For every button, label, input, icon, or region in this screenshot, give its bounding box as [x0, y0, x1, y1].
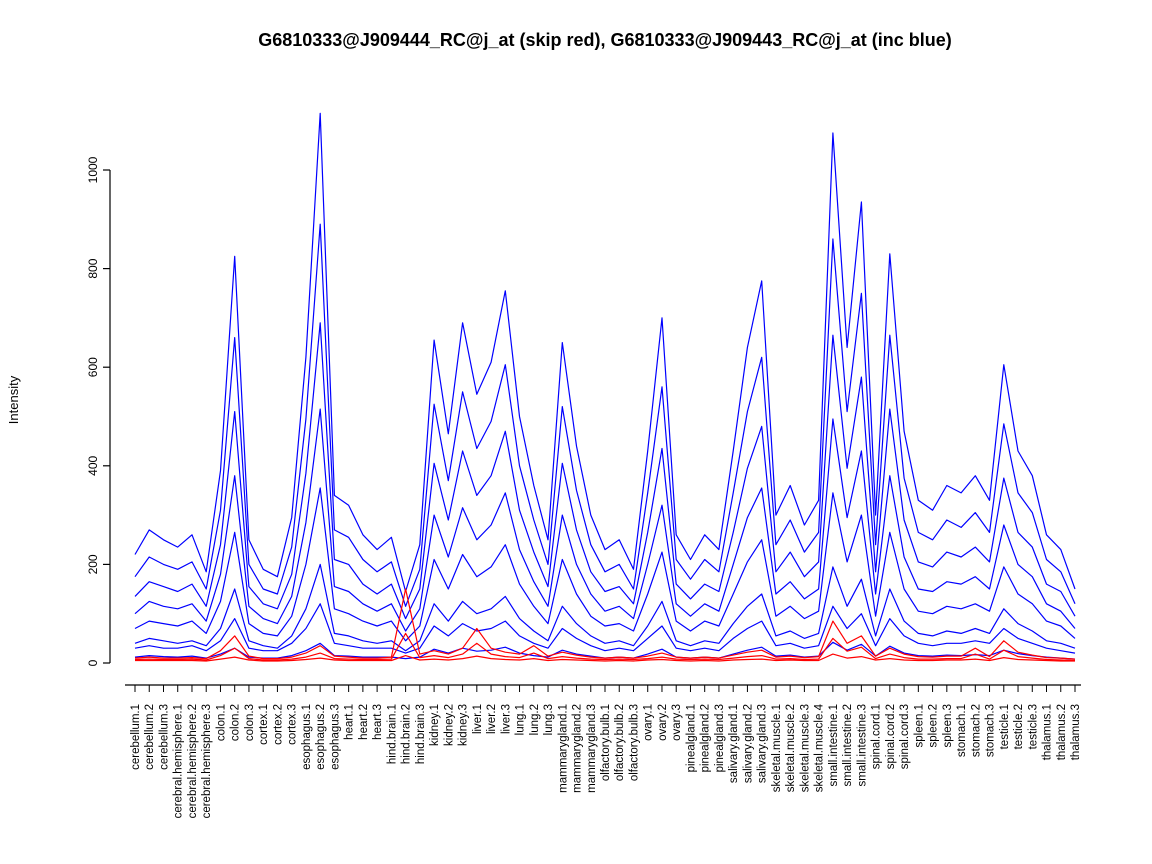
x-tick-label: kidney.1 [429, 704, 441, 746]
series-skip-3 [135, 653, 1075, 662]
series-inc-6 [134, 563, 1076, 652]
x-tick-label: spinal.cord.2 [885, 704, 897, 769]
x-tick-label: small.intestine.1 [828, 704, 840, 786]
x-tick-label: cerebellum.2 [144, 704, 156, 770]
x-tick-label: mammarygland.2 [572, 704, 584, 793]
x-tick-label: pinealgland.3 [714, 704, 726, 772]
chart-title: G6810333@J909444_RC@j_at (skip red), G68… [258, 30, 952, 50]
y-tick-label: 1000 [86, 156, 100, 183]
x-tick-label: hind.brain.2 [401, 704, 413, 764]
series-inc-4 [134, 408, 1076, 632]
x-tick-label: skeletal.muscle.3 [799, 704, 811, 792]
x-tick-label: spleen.2 [928, 704, 940, 747]
x-tick-label: testicle.2 [1013, 704, 1025, 749]
x-tick-label: colon.3 [244, 704, 256, 741]
x-tick-label: cerebral.hemisphere.3 [201, 704, 213, 818]
x-tick-label: lung.1 [515, 704, 527, 735]
x-tick-label: liver.2 [486, 704, 498, 734]
x-tick-label: cerebral.hemisphere.1 [173, 704, 185, 818]
x-tick-label: thalamus.1 [1042, 704, 1054, 760]
series-inc-2 [134, 223, 1076, 607]
y-tick-label: 800 [86, 258, 100, 278]
x-tick-label: heart.3 [372, 704, 384, 740]
x-tick-label: skeletal.muscle.2 [785, 704, 797, 792]
x-tick-label: spleen.1 [913, 704, 925, 747]
x-tick-label: esophagus.3 [329, 704, 341, 770]
x-tick-label: cerebral.hemisphere.2 [187, 704, 199, 818]
x-tick-label: salivary.gland.3 [757, 704, 769, 783]
x-tick-label: stomach.1 [956, 704, 968, 757]
x-tick-label: cortex.3 [287, 704, 299, 745]
x-tick-label: kidney.3 [458, 704, 470, 746]
x-tick-label: spleen.3 [942, 704, 954, 747]
x-tick-label: colon.2 [230, 704, 242, 741]
x-tick-label: mammarygland.1 [557, 704, 569, 793]
x-tick-label: ovary.2 [657, 704, 669, 741]
series-skip-2 [134, 632, 1076, 662]
x-tick-label: heart.2 [358, 704, 370, 740]
x-tick-label: cerebellum.1 [130, 704, 142, 770]
x-tick-label: mammarygland.3 [586, 704, 598, 793]
x-tick-label: small.intestine.3 [856, 704, 868, 786]
series-inc-7 [134, 603, 1076, 654]
y-axis-title: Intensity [6, 375, 21, 424]
x-tick-label: esophagus.2 [315, 704, 327, 770]
x-tick-label: skeletal.muscle.4 [814, 703, 826, 792]
x-tick-label: heart.1 [344, 704, 356, 740]
series-inc-1 [134, 112, 1076, 593]
x-tick-label: cortex.2 [272, 704, 284, 745]
x-tick-label: spinal.cord.1 [871, 704, 883, 769]
x-tick-label: colon.1 [215, 704, 227, 741]
x-tick-label: hind.brain.1 [386, 704, 398, 764]
x-tick-label: pinealgland.1 [685, 704, 697, 772]
series-inc-5 [134, 487, 1076, 642]
x-tick-label: salivary.gland.2 [742, 704, 754, 783]
x-tick-label: thalamus.2 [1056, 704, 1068, 760]
x-tick-label: small.intestine.2 [842, 704, 854, 786]
x-tick-label: testicle.1 [999, 704, 1011, 749]
x-tick-label: salivary.gland.1 [728, 704, 740, 783]
x-tick-label: esophagus.1 [301, 704, 313, 770]
y-tick-label: 200 [86, 554, 100, 574]
series-lines [134, 112, 1076, 662]
x-tick-label: ovary.3 [671, 704, 683, 741]
y-tick-label: 0 [86, 659, 100, 666]
x-tick-label: testicle.3 [1027, 704, 1039, 749]
x-tick-label: ovary.1 [643, 704, 655, 741]
x-tick-label: cerebellum.3 [158, 704, 170, 770]
x-tick-label: kidney.2 [443, 704, 455, 746]
y-tick-label: 600 [86, 357, 100, 377]
y-tick-label: 400 [86, 455, 100, 475]
x-tick-label: stomach.3 [985, 704, 997, 757]
x-tick-label: lung.2 [529, 704, 541, 735]
x-tick-label: lung.3 [543, 704, 555, 735]
x-tick-label: stomach.2 [970, 704, 982, 757]
x-tick-label: skeletal.muscle.1 [771, 704, 783, 792]
x-tick-label: thalamus.3 [1070, 704, 1082, 760]
x-tick-label: pinealgland.2 [700, 704, 712, 772]
series-skip-1 [134, 588, 1076, 660]
x-tick-label: olfactory.bulb.3 [628, 704, 640, 781]
series-inc-3 [134, 322, 1076, 620]
x-tick-label: liver.1 [472, 704, 484, 734]
x-tick-label: olfactory.bulb.2 [614, 704, 626, 781]
x-tick-label: liver.3 [500, 704, 512, 734]
x-tick-label: cortex.1 [258, 704, 270, 745]
x-tick-label: olfactory.bulb.1 [600, 704, 612, 781]
x-tick-label: hind.brain.3 [415, 704, 427, 764]
x-tick-label: spinal.cord.3 [899, 704, 911, 769]
